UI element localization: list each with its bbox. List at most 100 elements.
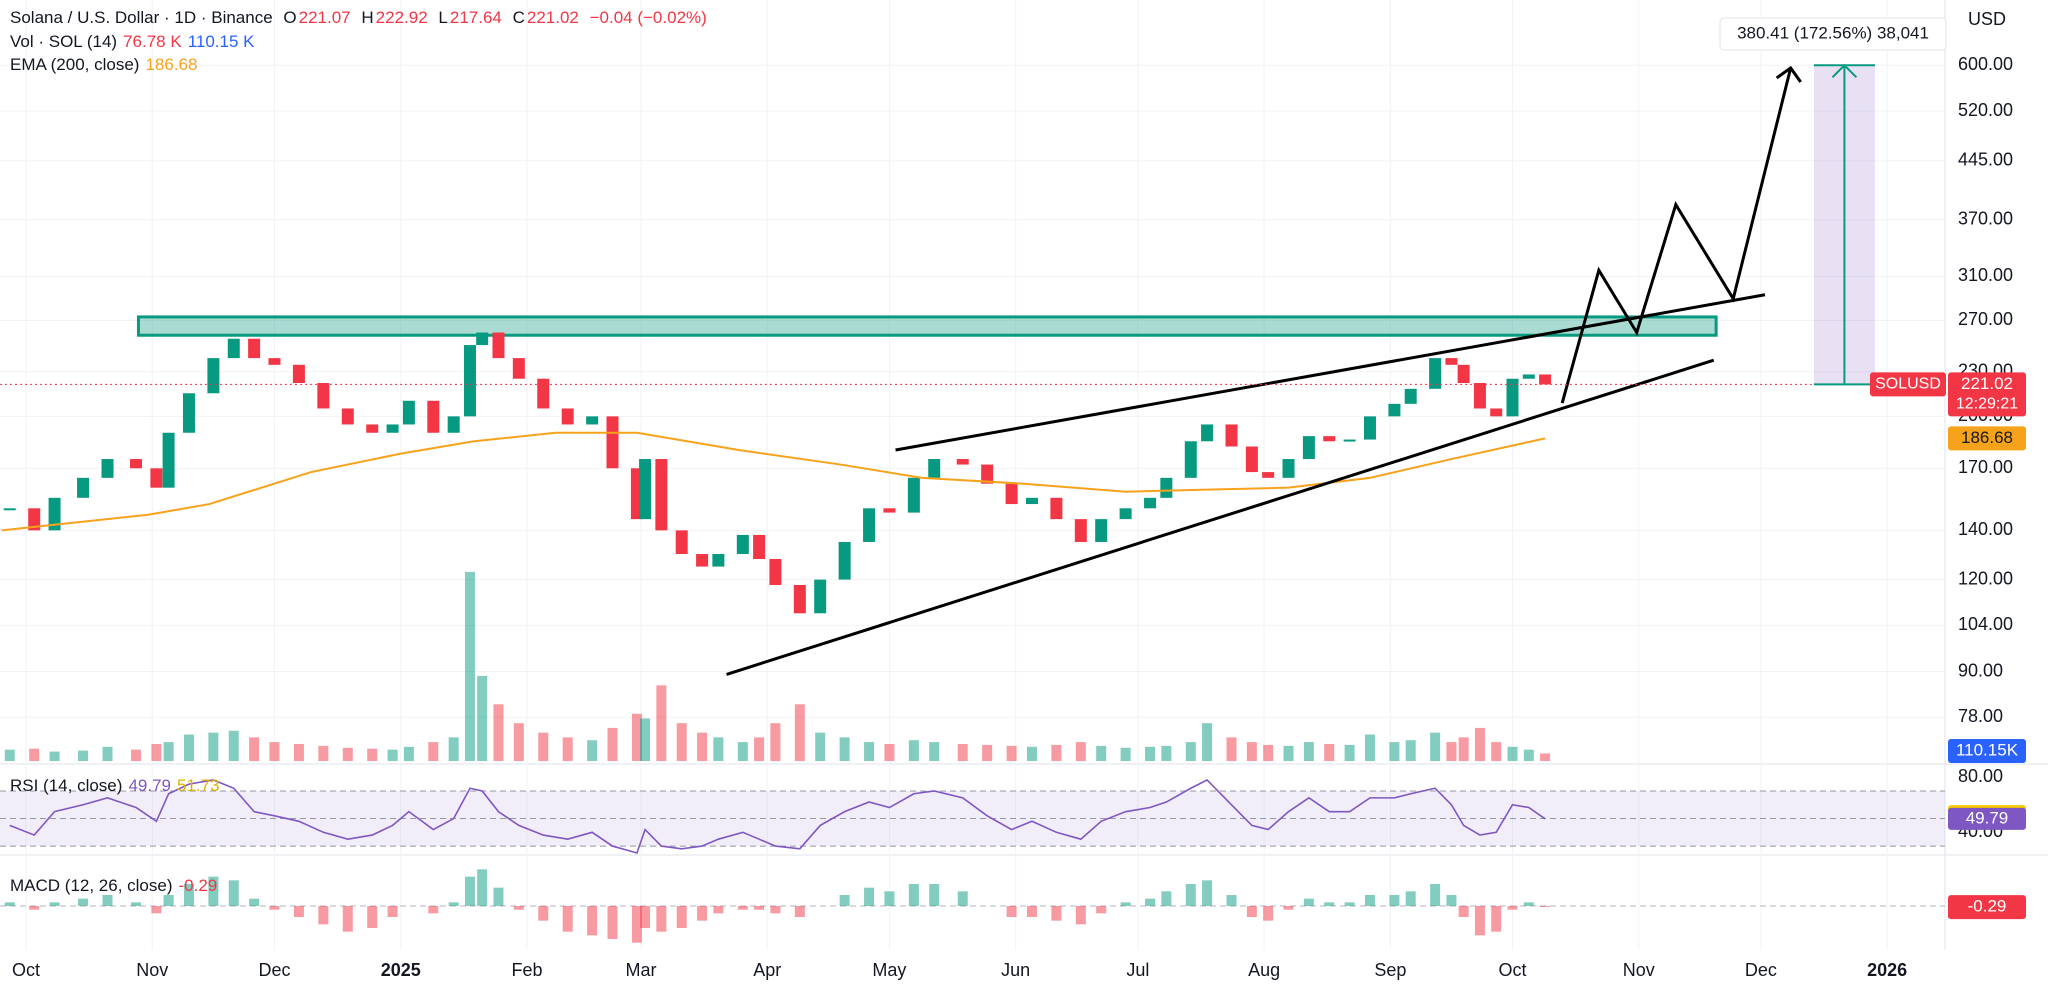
candle xyxy=(1005,483,1018,505)
macd-bar xyxy=(1006,906,1017,917)
close-value: 221.02 xyxy=(526,8,579,27)
change-value: −0.04 (−0.02%) xyxy=(589,8,707,27)
macd-bar xyxy=(656,906,667,932)
volume-bar xyxy=(697,732,708,761)
macd-bar xyxy=(631,906,642,943)
candle xyxy=(1522,374,1535,379)
y-tick-label: 104.00 xyxy=(1958,614,2013,634)
volume-bar xyxy=(1185,742,1196,761)
candle xyxy=(1074,519,1087,542)
macd-bar xyxy=(538,906,549,921)
macd-bar xyxy=(562,906,573,932)
candle xyxy=(863,508,876,542)
macd-bar xyxy=(864,887,875,906)
ohlc-label: C xyxy=(512,8,525,27)
macd-bar xyxy=(78,898,89,906)
volume-value: 76.78 K xyxy=(123,32,182,51)
candle xyxy=(48,497,61,531)
macd-bar xyxy=(513,906,524,910)
y-tick-label: 120.00 xyxy=(1958,568,2013,588)
volume-bar xyxy=(163,742,174,761)
volume-bar xyxy=(713,737,724,761)
candle xyxy=(386,424,399,433)
x-tick-label: Nov xyxy=(136,960,168,980)
volume-bar xyxy=(269,742,280,761)
candle xyxy=(981,464,994,484)
trend-drawing xyxy=(895,293,1766,452)
candle xyxy=(1445,358,1458,365)
candle xyxy=(1506,378,1519,417)
macd-bar xyxy=(1051,906,1062,921)
macd-bar xyxy=(318,906,329,925)
volume-bar xyxy=(908,740,919,761)
candle xyxy=(1095,519,1108,542)
volume-bar xyxy=(1446,742,1457,761)
candle xyxy=(1184,441,1197,478)
price-legend: Solana / U.S. Dollar · 1D · Binance O 221… xyxy=(10,8,713,28)
volume-bar xyxy=(513,723,524,761)
macd-badge: -0.29 xyxy=(1968,897,2007,916)
candle xyxy=(207,358,220,394)
macd-bar xyxy=(908,884,919,906)
volume-bar xyxy=(1246,742,1257,761)
measure-label-box xyxy=(1719,17,1947,51)
macd-bar xyxy=(1075,906,1086,925)
candle xyxy=(150,468,163,488)
candle xyxy=(182,393,195,433)
macd-bar xyxy=(269,906,280,910)
candle xyxy=(476,332,489,346)
candle xyxy=(1363,416,1376,440)
macd-bar xyxy=(151,906,162,914)
trend-drawing xyxy=(726,358,1715,676)
candle xyxy=(1343,439,1356,442)
candle xyxy=(1388,403,1401,417)
rsi-badge: 49.79 xyxy=(1966,808,2009,827)
volume-ma-value: 110.15 K xyxy=(187,32,255,51)
macd-bar xyxy=(249,898,260,906)
x-tick-label: Jun xyxy=(1001,960,1030,980)
x-tick-label: Aug xyxy=(1248,960,1280,980)
volume-bar xyxy=(982,744,993,761)
y-tick-label: 600.00 xyxy=(1958,54,2013,74)
candle xyxy=(712,554,725,567)
macd-bar xyxy=(1120,902,1131,906)
candle xyxy=(838,541,851,580)
macd-bar xyxy=(640,906,651,928)
volume-bar xyxy=(1026,746,1037,761)
volume-bar xyxy=(1096,745,1107,761)
volume-bar xyxy=(1430,732,1441,761)
price-badge: 221.02 xyxy=(1961,374,2013,393)
ohlc-label: H xyxy=(361,8,374,27)
x-tick-label: 2026 xyxy=(1867,960,1907,980)
candle xyxy=(366,424,379,433)
candle xyxy=(227,338,240,359)
macd-bar xyxy=(713,906,724,914)
macd-bar xyxy=(1507,906,1518,910)
candle xyxy=(1025,497,1038,505)
macd-bar xyxy=(1405,891,1416,906)
volume-bar xyxy=(448,737,459,761)
x-tick-label: Dec xyxy=(258,960,290,980)
macd-bar xyxy=(464,876,475,906)
macd-bar xyxy=(448,902,459,906)
y-tick-label: 520.00 xyxy=(1958,100,2013,120)
macd-bar xyxy=(493,887,504,906)
x-tick-label: Dec xyxy=(1745,960,1777,980)
macd-bar xyxy=(29,906,40,910)
macd-bar xyxy=(676,906,687,928)
volume-bar xyxy=(78,750,89,761)
macd-bar xyxy=(1474,906,1485,936)
y-tick-label: 90.00 xyxy=(1958,660,2003,680)
candle xyxy=(248,338,261,359)
volume-bar xyxy=(102,746,113,761)
y-tick-label: 140.00 xyxy=(1958,519,2013,539)
volume-bar xyxy=(770,723,781,761)
candle xyxy=(512,358,525,379)
x-tick-label: 2025 xyxy=(381,960,421,980)
volume-bar xyxy=(208,732,219,761)
volume-bar xyxy=(1051,744,1062,761)
high-value: 222.92 xyxy=(375,8,428,27)
volume-bar xyxy=(1202,723,1213,761)
macd-bar xyxy=(587,906,598,936)
